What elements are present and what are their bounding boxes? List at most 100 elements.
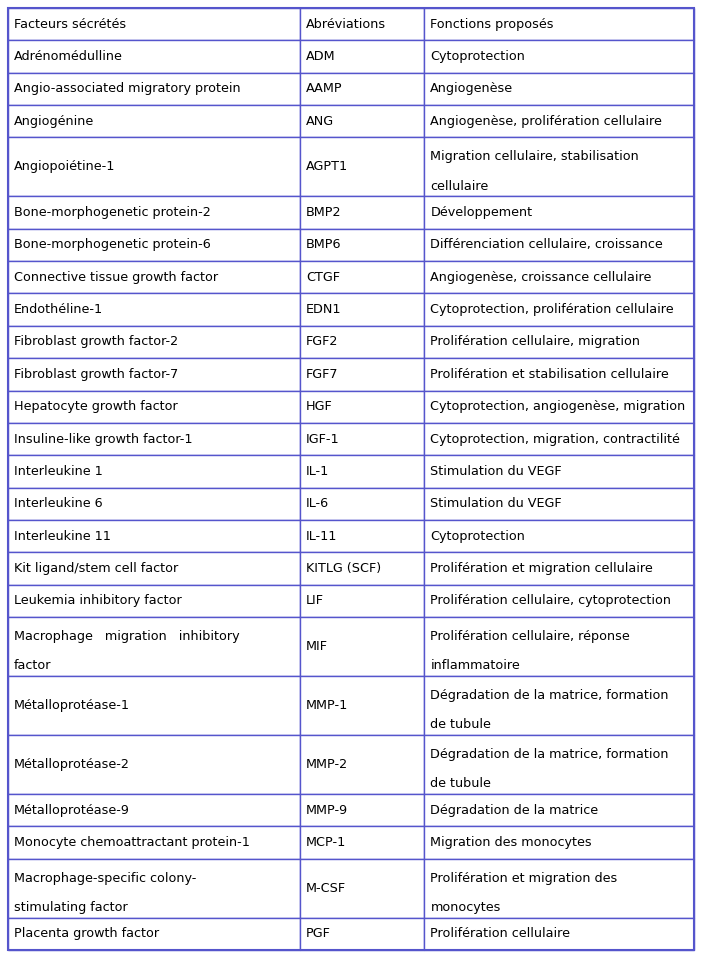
Text: IL-6: IL-6 [306,497,329,511]
Text: Cytoprotection: Cytoprotection [430,530,525,542]
Bar [300,293,425,326]
Bar [425,794,694,827]
Text: Interleukine 11: Interleukine 11 [14,530,111,542]
Text: MCP-1: MCP-1 [306,836,347,849]
Text: Kit ligand/stem cell factor: Kit ligand/stem cell factor [14,562,178,575]
Bar [425,455,694,488]
Text: Dégradation de la matrice, formation: Dégradation de la matrice, formation [430,748,669,761]
Text: Macrophage   migration   inhibitory: Macrophage migration inhibitory [14,630,239,643]
Text: Abréviations: Abréviations [306,17,386,31]
Text: MIF: MIF [306,640,329,653]
Bar [425,422,694,455]
Bar [300,584,425,617]
Text: factor: factor [14,659,51,673]
Text: Angiogenèse, croissance cellulaire: Angiogenèse, croissance cellulaire [430,271,651,284]
Text: Cytoprotection, angiogenèse, migration: Cytoprotection, angiogenèse, migration [430,400,686,413]
Text: Connective tissue growth factor: Connective tissue growth factor [14,271,218,284]
Bar [425,391,694,422]
Bar [300,105,425,137]
Bar [8,137,300,196]
Text: Angiopoiétine-1: Angiopoiétine-1 [14,160,115,173]
Bar [8,735,300,794]
Text: Stimulation du VEGF: Stimulation du VEGF [430,465,562,478]
Text: inflammatoire: inflammatoire [430,659,520,673]
Bar [425,584,694,617]
Bar [300,858,425,918]
Text: Bone-morphogenetic protein-2: Bone-morphogenetic protein-2 [14,206,211,219]
Text: BMP6: BMP6 [306,239,342,251]
Bar [425,105,694,137]
Text: Prolifération et migration des: Prolifération et migration des [430,872,618,884]
Text: LIF: LIF [306,594,324,607]
Text: Endothéline-1: Endothéline-1 [14,303,103,316]
Text: Prolifération cellulaire, réponse: Prolifération cellulaire, réponse [430,630,630,643]
Bar [300,73,425,105]
Text: M-CSF: M-CSF [306,881,346,895]
Bar [8,520,300,552]
Text: Cytoprotection, migration, contractilité: Cytoprotection, migration, contractilité [430,432,680,445]
Bar [425,827,694,858]
Bar [8,617,300,676]
Text: Dégradation de la matrice: Dégradation de la matrice [430,804,599,816]
Bar [8,262,300,293]
Bar [8,794,300,827]
Bar [425,196,694,229]
Bar [300,827,425,858]
Text: Interleukine 6: Interleukine 6 [14,497,102,511]
Bar [300,794,425,827]
Bar [300,196,425,229]
Bar [8,918,300,950]
Bar [300,488,425,520]
Bar [300,918,425,950]
Text: IL-1: IL-1 [306,465,329,478]
Text: BMP2: BMP2 [306,206,342,219]
Text: Angiogénine: Angiogénine [14,115,94,127]
Bar [425,40,694,73]
Bar [8,455,300,488]
Bar [300,422,425,455]
Bar [425,326,694,358]
Text: Dégradation de la matrice, formation: Dégradation de la matrice, formation [430,689,669,702]
Text: Migration des monocytes: Migration des monocytes [430,836,592,849]
Bar [300,8,425,40]
Text: IGF-1: IGF-1 [306,432,340,445]
Text: Interleukine 1: Interleukine 1 [14,465,102,478]
Text: Bone-morphogenetic protein-6: Bone-morphogenetic protein-6 [14,239,211,251]
Bar [8,391,300,422]
Bar [300,358,425,391]
Bar [8,40,300,73]
Text: Migration cellulaire, stabilisation: Migration cellulaire, stabilisation [430,150,639,164]
Text: Angiogenèse, prolifération cellulaire: Angiogenèse, prolifération cellulaire [430,115,662,127]
Text: Angiogenèse: Angiogenèse [430,82,514,96]
Bar [425,676,694,735]
Bar [300,617,425,676]
Bar [300,455,425,488]
Bar [425,229,694,262]
Bar [8,105,300,137]
Text: Fonctions proposés: Fonctions proposés [430,17,554,31]
Text: Fibroblast growth factor-2: Fibroblast growth factor-2 [14,335,178,349]
Bar [300,735,425,794]
Text: Prolifération et migration cellulaire: Prolifération et migration cellulaire [430,562,653,575]
Text: monocytes: monocytes [430,901,501,914]
Bar [425,552,694,584]
Bar [8,584,300,617]
Bar [300,676,425,735]
Text: PGF: PGF [306,927,331,941]
Bar [425,488,694,520]
Text: Stimulation du VEGF: Stimulation du VEGF [430,497,562,511]
Bar [425,617,694,676]
Text: Cytoprotection: Cytoprotection [430,50,525,63]
Bar [425,137,694,196]
Text: Métalloprotéase-9: Métalloprotéase-9 [14,804,130,816]
Text: Métalloprotéase-2: Métalloprotéase-2 [14,758,130,771]
Text: Leukemia inhibitory factor: Leukemia inhibitory factor [14,594,182,607]
Text: Insuline-like growth factor-1: Insuline-like growth factor-1 [14,432,192,445]
Bar [425,520,694,552]
Bar [425,73,694,105]
Bar [8,326,300,358]
Text: ADM: ADM [306,50,336,63]
Text: Adrénomédulline: Adrénomédulline [14,50,123,63]
Bar [425,293,694,326]
Text: FGF2: FGF2 [306,335,338,349]
